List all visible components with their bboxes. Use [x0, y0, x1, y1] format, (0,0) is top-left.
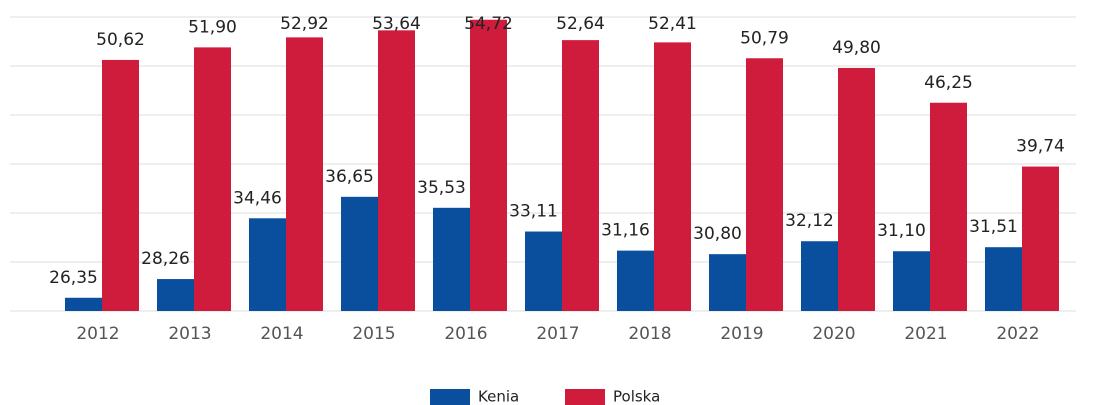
bar [562, 40, 599, 312]
bar [286, 37, 323, 311]
bar [654, 42, 691, 312]
x-tick-label: 2018 [628, 324, 671, 344]
data-label: 31,16 [601, 221, 650, 241]
bar [470, 19, 507, 312]
bar [1022, 166, 1059, 311]
bar [65, 297, 102, 311]
x-tick-label: 2021 [904, 324, 947, 344]
data-label: 50,62 [96, 30, 145, 50]
data-label: 52,41 [648, 14, 697, 34]
bar [838, 67, 875, 312]
x-tick-label: 2019 [720, 324, 763, 344]
x-tick-label: 2013 [168, 324, 211, 344]
bar [341, 196, 378, 311]
bar [157, 279, 194, 311]
data-label: 39,74 [1016, 137, 1065, 157]
data-label: 54,72 [464, 14, 513, 34]
data-label: 52,64 [556, 14, 605, 34]
data-label: 35,53 [417, 178, 466, 198]
bar [617, 250, 654, 311]
bar [709, 254, 746, 311]
x-tick-label: 2014 [260, 324, 303, 344]
data-label: 53,64 [372, 14, 421, 34]
x-tick-label: 2022 [996, 324, 1039, 344]
legend-label: Polska [613, 388, 660, 405]
data-label: 28,26 [141, 249, 190, 269]
legend-label: Kenia [478, 388, 519, 405]
data-label: 51,90 [188, 17, 237, 37]
data-label: 36,65 [325, 167, 374, 187]
x-tick-label: 2017 [536, 324, 579, 344]
data-label: 26,35 [49, 268, 98, 288]
data-label: 31,10 [877, 221, 926, 241]
data-label: 31,51 [969, 217, 1018, 237]
bar [930, 102, 967, 311]
data-label: 32,12 [785, 211, 834, 231]
bar [746, 58, 783, 312]
x-tick-label: 2012 [76, 324, 119, 344]
bar [102, 59, 139, 312]
x-tick-label: 2016 [444, 324, 487, 344]
bar [893, 251, 930, 311]
bar [525, 231, 562, 311]
bar [985, 247, 1022, 311]
data-label: 52,92 [280, 14, 329, 34]
bar [801, 241, 838, 311]
bar [433, 207, 470, 311]
data-label: 50,79 [740, 28, 789, 48]
data-label: 34,46 [233, 188, 282, 208]
x-tick-label: 2020 [812, 324, 855, 344]
x-tick-label: 2015 [352, 324, 395, 344]
bar [194, 47, 231, 311]
legend-swatch [565, 389, 605, 405]
bar [378, 30, 415, 311]
data-label: 49,80 [832, 38, 881, 58]
bar [249, 218, 286, 311]
legend-swatch [430, 389, 470, 405]
data-label: 46,25 [924, 73, 973, 93]
data-label: 33,11 [509, 202, 558, 222]
data-label: 30,80 [693, 224, 742, 244]
